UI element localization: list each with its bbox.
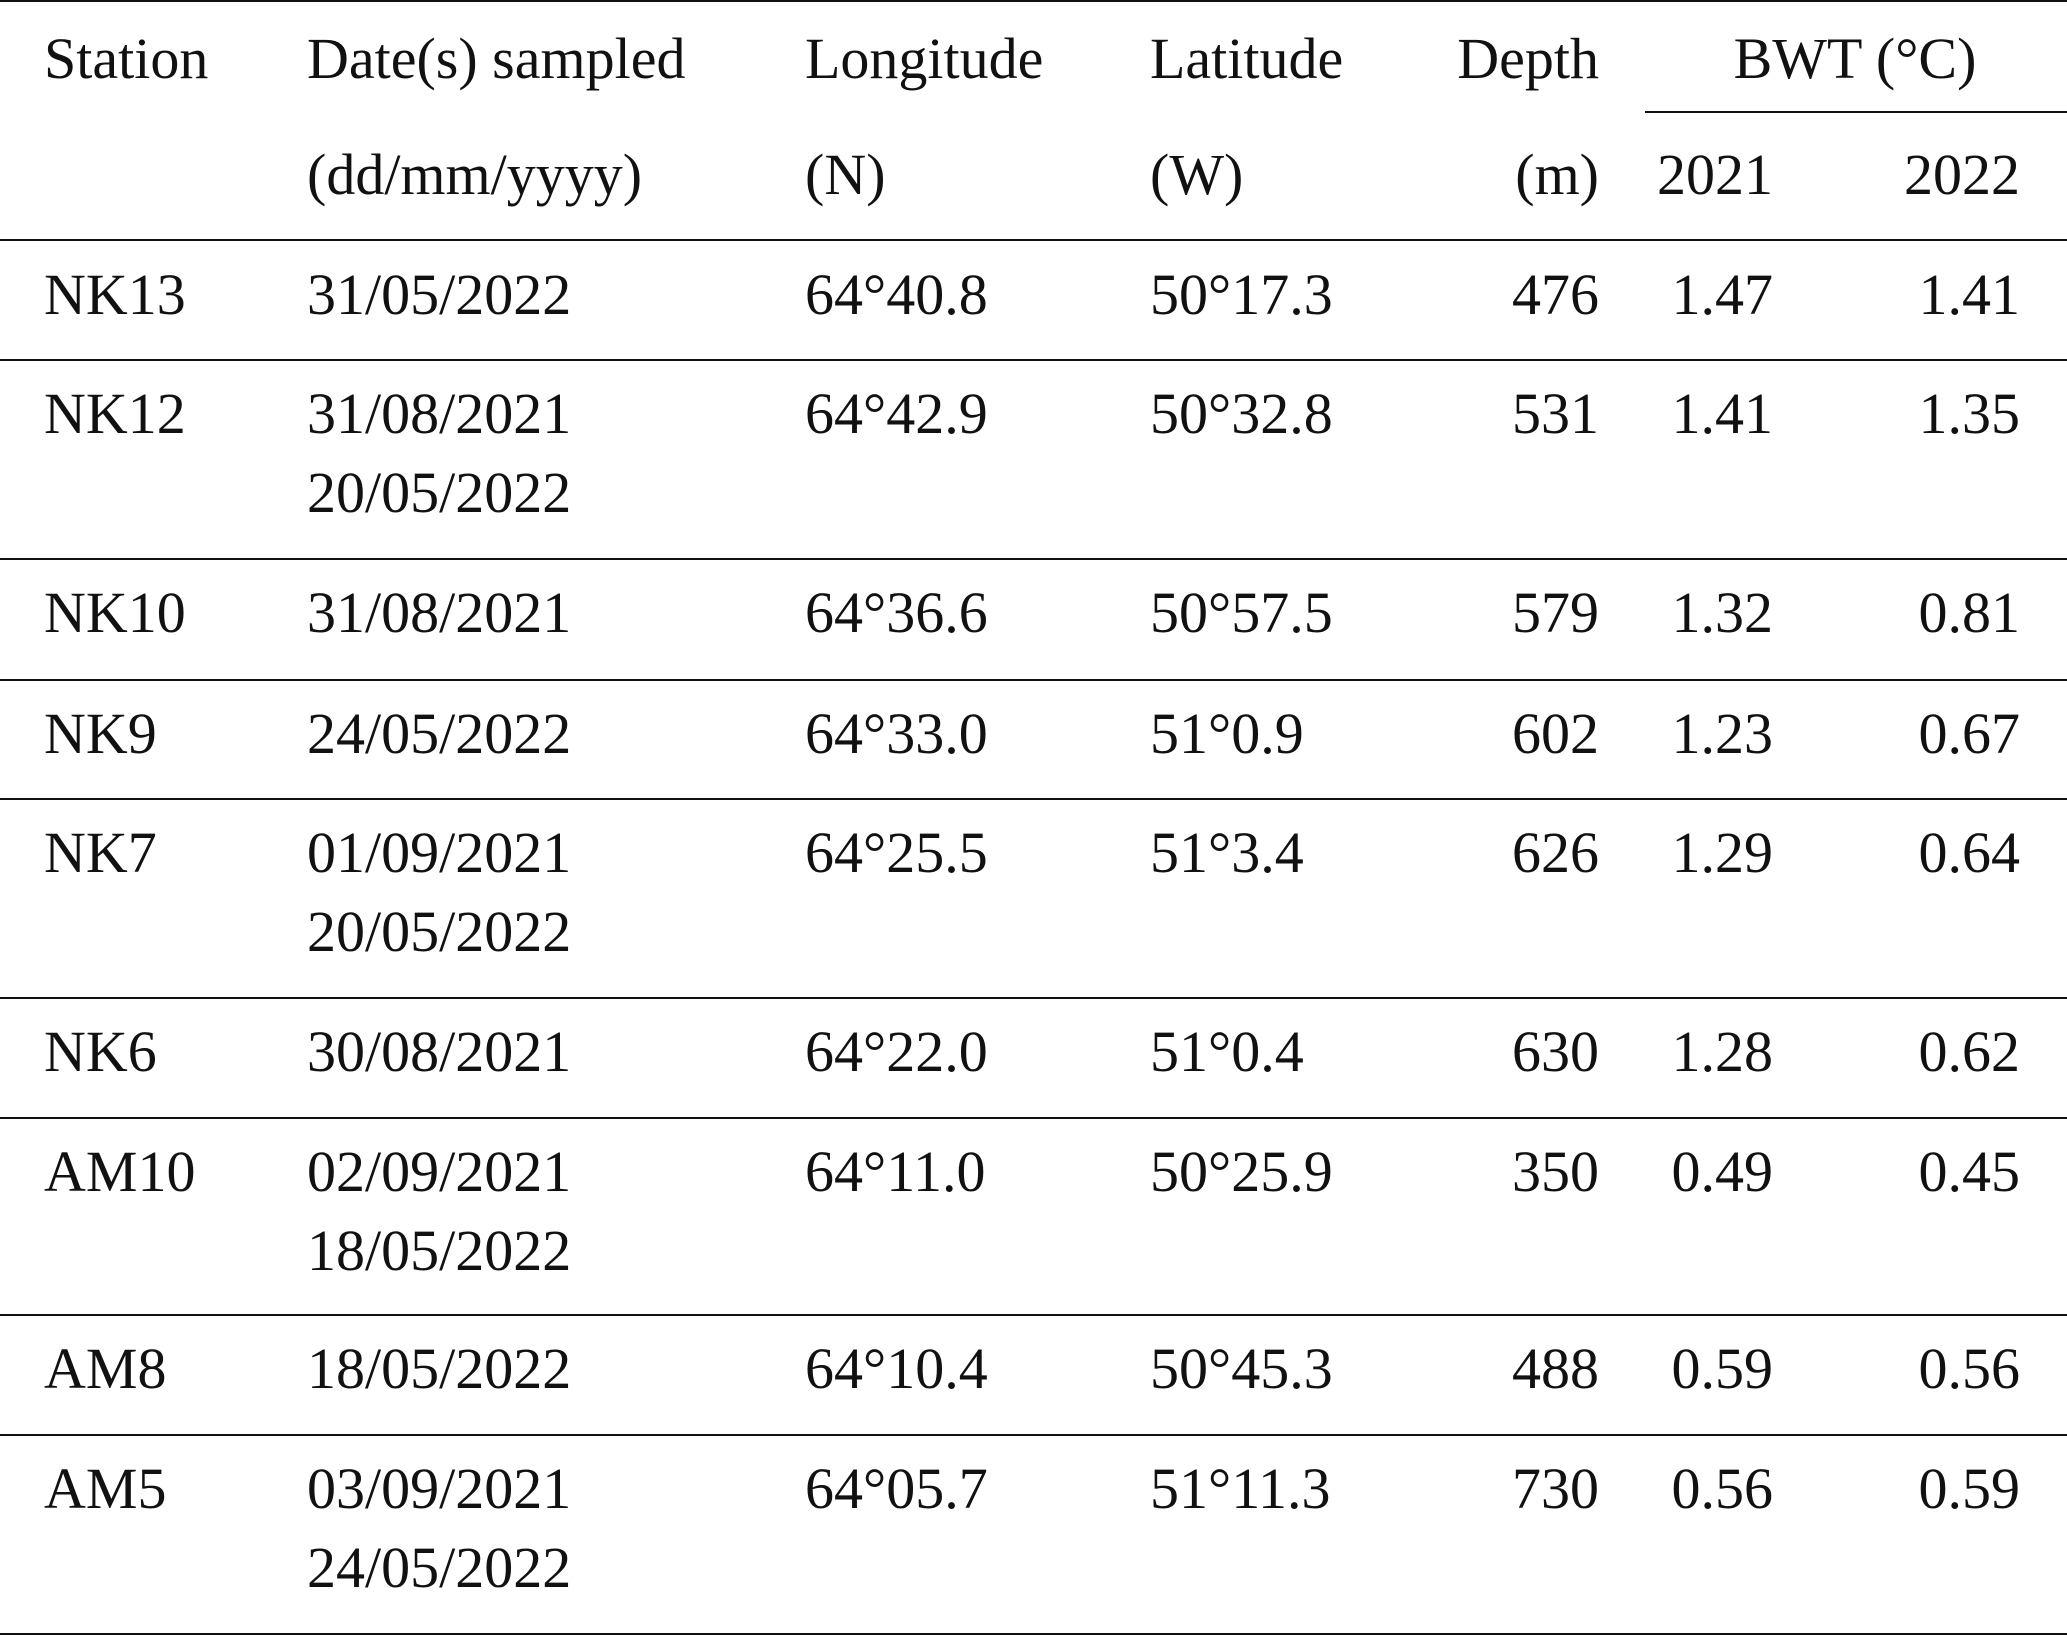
cell: 0.64 <box>1918 820 2021 885</box>
date-line: 03/09/2021 <box>307 1456 572 1521</box>
header-cell: Latitude <box>1150 26 1344 91</box>
date-line: 20/05/2022 <box>307 899 572 964</box>
row-rule <box>0 558 2067 560</box>
header-cell: Station <box>44 26 209 91</box>
cell: 1.32 <box>1671 580 1774 645</box>
cell: 64°33.0 <box>805 701 988 766</box>
cell: 1.41 <box>1671 381 1774 446</box>
cell: 64°10.4 <box>805 1336 988 1401</box>
cell: 0.45 <box>1918 1139 2021 1204</box>
date-line: 18/05/2022 <box>307 1336 572 1401</box>
header-cell: 2021 <box>1657 142 1773 207</box>
cell: 1.41 <box>1918 262 2021 327</box>
date-line: 24/05/2022 <box>307 1535 572 1600</box>
cell: 488 <box>1512 1336 1599 1401</box>
cell: 64°36.6 <box>805 580 988 645</box>
cell: 1.29 <box>1671 820 1774 885</box>
cell: AM10 <box>44 1139 196 1204</box>
header-cell: Depth <box>1457 26 1599 91</box>
cell: 579 <box>1512 580 1599 645</box>
cell: NK10 <box>44 580 186 645</box>
header-cell: (m) <box>1515 142 1599 207</box>
cell: 50°25.9 <box>1150 1139 1333 1204</box>
row-rule <box>0 1633 2067 1635</box>
header-cell: (W) <box>1150 142 1244 207</box>
cell: 1.35 <box>1918 381 2021 446</box>
top-rule <box>0 0 2067 2</box>
cell: 0.81 <box>1918 580 2021 645</box>
cell: NK9 <box>44 701 157 766</box>
cell: 64°25.5 <box>805 820 988 885</box>
header-cell: (N) <box>805 142 886 207</box>
cell: 64°05.7 <box>805 1456 988 1521</box>
date-line: 31/08/2021 <box>307 580 572 645</box>
cell: AM8 <box>44 1336 167 1401</box>
row-rule <box>0 359 2067 361</box>
row-rule <box>0 798 2067 800</box>
cell: 476 <box>1512 262 1599 327</box>
header-rule <box>0 239 2067 241</box>
row-rule <box>0 1117 2067 1119</box>
cell: 50°32.8 <box>1150 381 1333 446</box>
row-rule <box>0 1434 2067 1436</box>
header-cell: Date(s) sampled <box>307 26 686 91</box>
cell: 730 <box>1512 1456 1599 1521</box>
row-rule <box>0 997 2067 999</box>
header-cell: BWT (°C) <box>1733 26 1977 91</box>
cell: 0.56 <box>1671 1456 1774 1521</box>
date-line: 30/08/2021 <box>307 1019 572 1084</box>
date-line: 20/05/2022 <box>307 460 572 525</box>
cell: 64°42.9 <box>805 381 988 446</box>
date-line: 02/09/2021 <box>307 1139 572 1204</box>
date-line: 01/09/2021 <box>307 820 572 885</box>
cell: 0.59 <box>1671 1336 1774 1401</box>
cell: 1.23 <box>1671 701 1774 766</box>
cell: NK6 <box>44 1019 157 1084</box>
cell: 64°40.8 <box>805 262 988 327</box>
cell: 0.56 <box>1918 1336 2021 1401</box>
date-line: 31/08/2021 <box>307 381 572 446</box>
cell: 626 <box>1512 820 1599 885</box>
cell: 51°3.4 <box>1150 820 1304 885</box>
cell: 50°17.3 <box>1150 262 1333 327</box>
cell: 531 <box>1512 381 1599 446</box>
cell: 0.62 <box>1918 1019 2021 1084</box>
date-line: 24/05/2022 <box>307 701 572 766</box>
cell: 0.67 <box>1918 701 2021 766</box>
date-line: 31/05/2022 <box>307 262 572 327</box>
row-rule <box>0 679 2067 681</box>
cell: 51°0.9 <box>1150 701 1304 766</box>
cell: 0.59 <box>1918 1456 2021 1521</box>
cell: 0.49 <box>1671 1139 1774 1204</box>
row-rule <box>0 1314 2067 1316</box>
cell: 51°11.3 <box>1150 1456 1331 1521</box>
cell: AM5 <box>44 1456 167 1521</box>
cell: NK7 <box>44 820 157 885</box>
date-line: 18/05/2022 <box>307 1218 572 1283</box>
header-cell: 2022 <box>1904 142 2020 207</box>
bwt-rule <box>1645 111 2067 113</box>
cell: 64°11.0 <box>805 1139 986 1204</box>
cell: NK13 <box>44 262 186 327</box>
cell: 630 <box>1512 1019 1599 1084</box>
cell: 50°45.3 <box>1150 1336 1333 1401</box>
cell: 64°22.0 <box>805 1019 988 1084</box>
header-cell: Longitude <box>805 26 1044 91</box>
cell: 50°57.5 <box>1150 580 1333 645</box>
cell: 1.28 <box>1671 1019 1774 1084</box>
cell: 1.47 <box>1671 262 1774 327</box>
cell: 602 <box>1512 701 1599 766</box>
cell: 350 <box>1512 1139 1599 1204</box>
cell: NK12 <box>44 381 186 446</box>
cell: 51°0.4 <box>1150 1019 1304 1084</box>
header-cell: (dd/mm/yyyy) <box>307 142 643 207</box>
